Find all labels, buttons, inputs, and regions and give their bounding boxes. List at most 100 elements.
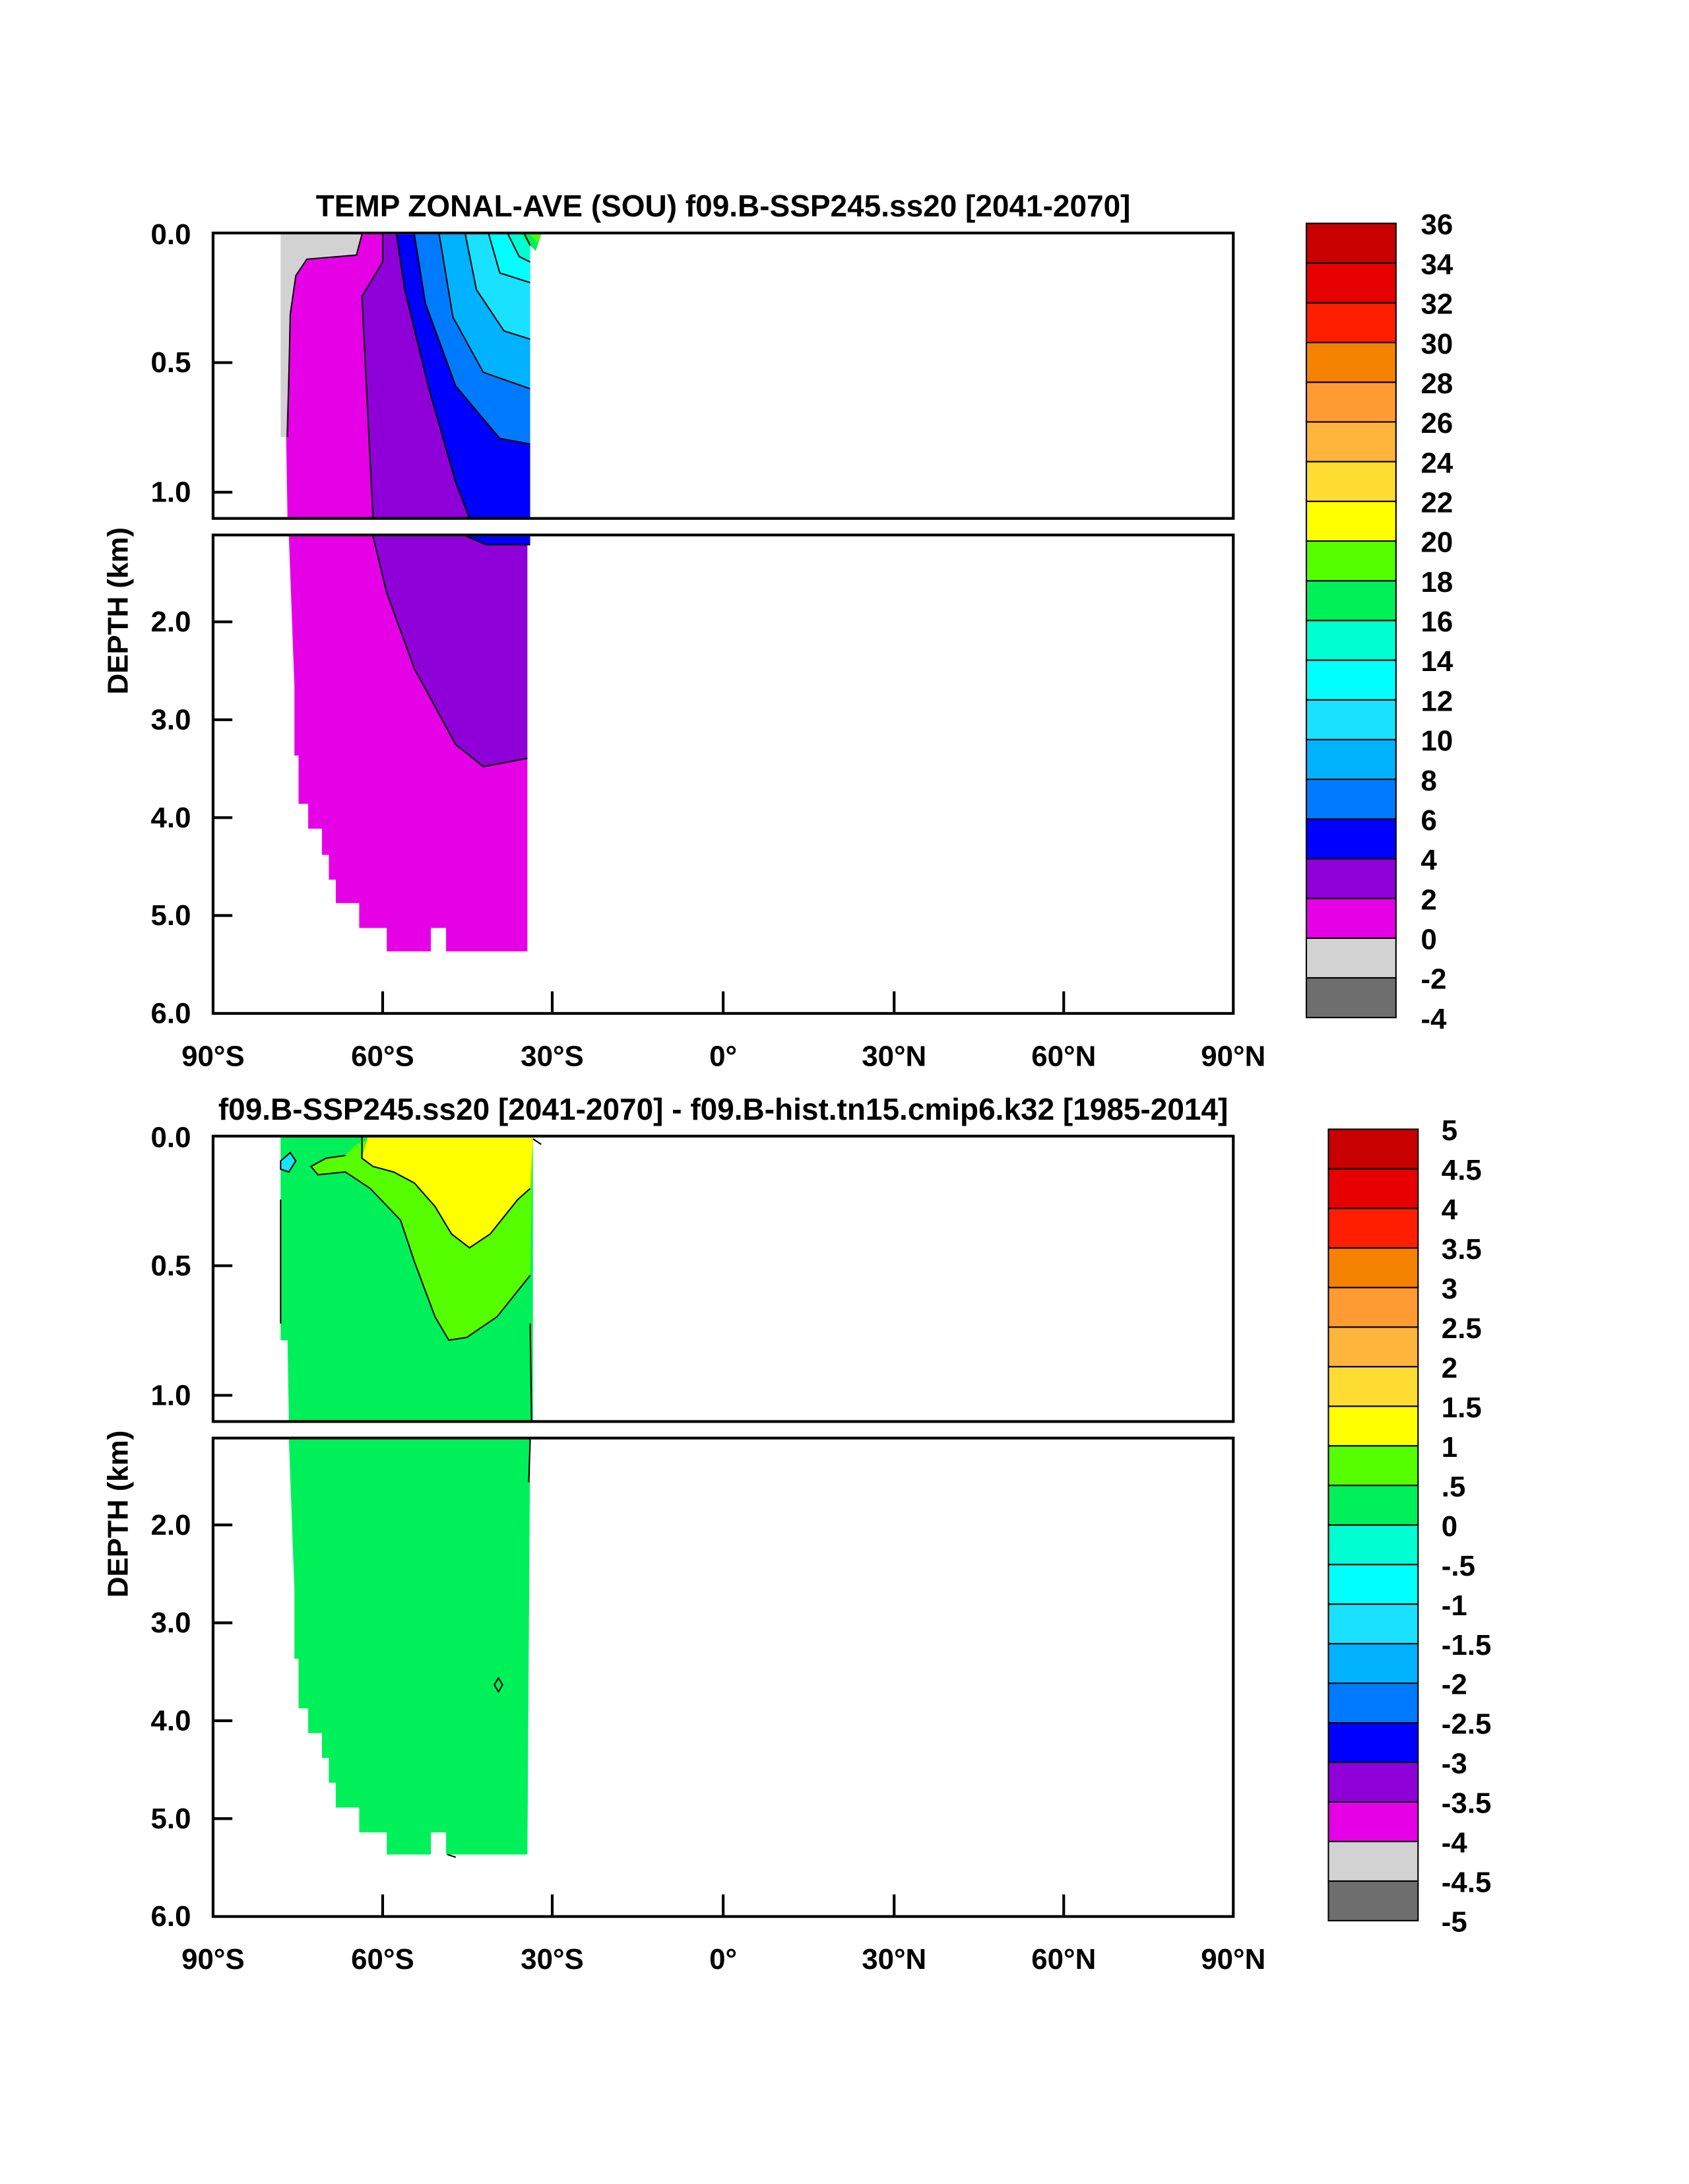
colorbar-label: -5 bbox=[1442, 1906, 1467, 1939]
y-tick-label: 5.0 bbox=[151, 899, 191, 932]
x-tick-label: 90°S bbox=[181, 1040, 245, 1072]
x-tick-label: 60°N bbox=[1031, 1040, 1096, 1072]
colorbar-label: 4.5 bbox=[1442, 1154, 1482, 1186]
colorbar-swatch bbox=[1305, 779, 1397, 820]
panel-1-x-tick-labels: 90°S 60°S 30°S 0° 30°N 60°N 90°N bbox=[181, 1040, 1265, 1072]
panel-1-title: TEMP ZONAL-AVE (SOU) f09.B-SSP245.ss20 [… bbox=[316, 189, 1131, 223]
colorbar-label: 6 bbox=[1420, 804, 1436, 837]
colorbar-swatch bbox=[1327, 1524, 1419, 1566]
y-tick-label: 2.0 bbox=[151, 606, 191, 638]
colorbar-swatch bbox=[1327, 1247, 1419, 1289]
colorbar-label: .5 bbox=[1442, 1471, 1466, 1503]
panel-2-upper-fills bbox=[280, 1137, 533, 1422]
panel-1-y-axis-label: DEPTH (km) bbox=[102, 527, 134, 695]
panel-1-y-ticks bbox=[212, 361, 233, 917]
colorbar-label: 3.5 bbox=[1442, 1233, 1482, 1266]
y-tick-label: 3.0 bbox=[151, 703, 191, 736]
colorbar-label: 16 bbox=[1420, 606, 1453, 638]
y-tick-label: 6.0 bbox=[151, 1900, 191, 1933]
x-tick-label: 30°N bbox=[862, 1943, 926, 1975]
panel-1-upper-frame bbox=[211, 232, 1235, 520]
colorbar-label: 4 bbox=[1420, 844, 1437, 876]
panel-2-colorbar: -5 -4.5 -4 -3.5 -3 -2.5 -2 -1.5 -1 -.5 0 .5 1 1.5 2 2.5… bbox=[1327, 1114, 1492, 1939]
y-tick-label: 1.0 bbox=[151, 476, 191, 509]
colorbar-label: -4 bbox=[1442, 1827, 1468, 1859]
colorbar-label: 18 bbox=[1420, 566, 1453, 598]
colorbar-swatch bbox=[1305, 540, 1397, 582]
panel-2-y-axis-label: DEPTH (km) bbox=[102, 1430, 134, 1598]
colorbar-swatch bbox=[1305, 818, 1397, 860]
colorbar-swatch bbox=[1305, 302, 1397, 344]
diff-cyan-blob bbox=[280, 1152, 296, 1172]
deep-magenta bbox=[288, 536, 528, 951]
colorbar-label: 36 bbox=[1420, 209, 1453, 241]
colorbar-label: 1.5 bbox=[1442, 1392, 1482, 1424]
colorbar-swatch bbox=[1327, 1445, 1419, 1487]
field-cyan-light bbox=[465, 234, 530, 340]
field-purple bbox=[362, 234, 470, 519]
x-tick-label: 0° bbox=[709, 1040, 737, 1072]
colorbar-swatch bbox=[1327, 1721, 1419, 1764]
colorbar-label: 34 bbox=[1420, 248, 1453, 280]
colorbar-label: 4 bbox=[1442, 1194, 1458, 1226]
colorbar-label: 0 bbox=[1420, 924, 1436, 956]
colorbar-label: -3.5 bbox=[1442, 1787, 1492, 1820]
panel-2-title: f09.B-SSP245.ss20 [2041-2070] - f09.B-hi… bbox=[218, 1092, 1228, 1126]
panel-2-x-ticks bbox=[381, 1894, 1066, 1917]
y-tick-label: 0.0 bbox=[151, 1122, 191, 1154]
colorbar-label: 1 bbox=[1442, 1431, 1457, 1463]
field-aqua bbox=[508, 234, 530, 263]
colorbar-swatch bbox=[1327, 1287, 1419, 1328]
y-tick-label: 4.0 bbox=[151, 802, 191, 834]
x-tick-label: 0° bbox=[709, 1943, 737, 1975]
colorbar-label: 24 bbox=[1420, 447, 1453, 479]
field-blue-light bbox=[414, 234, 530, 444]
colorbar-swatch bbox=[1327, 1207, 1419, 1249]
colorbar-label: 12 bbox=[1420, 685, 1453, 717]
panel-1-x-ticks bbox=[381, 991, 1066, 1013]
colorbar-swatch bbox=[1327, 1643, 1419, 1685]
colorbar-swatch bbox=[1327, 1761, 1419, 1803]
colorbar-swatch bbox=[1327, 1485, 1419, 1526]
colorbar-label: 2 bbox=[1442, 1352, 1457, 1384]
colorbar-label: -.5 bbox=[1442, 1550, 1475, 1582]
panel-2-lower-contours bbox=[447, 1439, 531, 1858]
colorbar-swatch bbox=[1305, 977, 1397, 1019]
field-magenta bbox=[286, 234, 383, 519]
panel-1-lower-fills bbox=[288, 536, 530, 951]
colorbar-swatch bbox=[1305, 461, 1397, 502]
colorbar-swatch bbox=[1305, 937, 1397, 979]
panel-2-lower-fills bbox=[288, 1439, 530, 1855]
colorbar-label: 2 bbox=[1420, 883, 1436, 916]
panel-1-lower-contours bbox=[372, 535, 530, 767]
colorbar-label: -1 bbox=[1442, 1590, 1467, 1622]
colorbar-swatch bbox=[1305, 858, 1397, 899]
colorbar-label: 3 bbox=[1442, 1273, 1457, 1305]
colorbar-swatch bbox=[1327, 1168, 1419, 1209]
x-tick-label: 90°N bbox=[1201, 1040, 1265, 1072]
colorbar-swatch bbox=[1305, 738, 1397, 781]
colorbar-label: 10 bbox=[1420, 725, 1453, 757]
panel-1-upper-contours bbox=[286, 234, 531, 519]
colorbar-swatch bbox=[1327, 1564, 1419, 1605]
x-tick-label: 90°S bbox=[181, 1943, 245, 1975]
panel-2-x-tick-labels: 90°S 60°S 30°S 0° 30°N 60°N 90°N bbox=[181, 1943, 1265, 1975]
colorbar-swatch bbox=[1305, 659, 1397, 701]
x-tick-label: 60°S bbox=[351, 1943, 414, 1975]
colorbar-swatch bbox=[1305, 381, 1397, 423]
colorbar-swatch bbox=[1305, 500, 1397, 542]
y-tick-label: 0.0 bbox=[151, 218, 191, 251]
colorbar-label: 8 bbox=[1420, 765, 1436, 797]
colorbar-swatch bbox=[1305, 620, 1397, 661]
diff-deep-green bbox=[288, 1439, 530, 1855]
colorbar-swatch bbox=[1305, 580, 1397, 622]
y-tick-label: 0.5 bbox=[151, 1250, 191, 1282]
colorbar-swatch bbox=[1327, 1682, 1419, 1724]
colorbar-swatch bbox=[1327, 1326, 1419, 1368]
colorbar-label: 2.5 bbox=[1442, 1312, 1482, 1345]
panel-1-upper-fills bbox=[280, 234, 542, 519]
field-blue bbox=[396, 234, 530, 519]
panel-2-upper-contours bbox=[280, 1137, 542, 1421]
colorbar-label: 26 bbox=[1420, 407, 1453, 439]
